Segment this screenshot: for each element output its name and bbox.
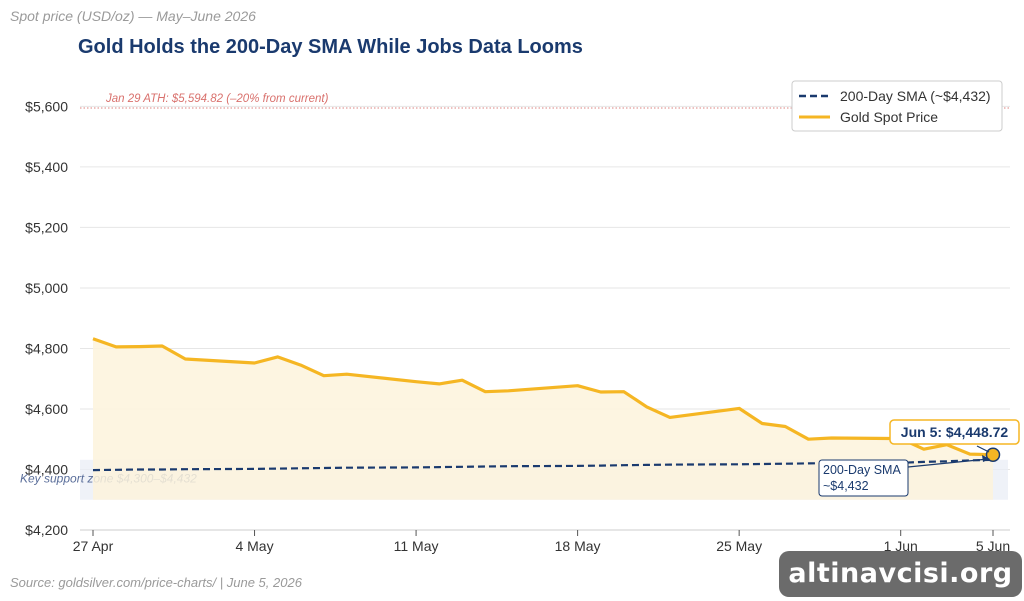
sma-callout-line1: 200-Day SMA [823,463,901,477]
y-tick-label: $4,200 [25,522,68,538]
x-axis: 27 Apr 4 May 11 May 18 May 25 May 1 Jun 5 Jun [73,530,1010,554]
last-price-marker [985,447,1001,462]
last-price-callout-label: Jun 5: $4,448.72 [901,424,1009,440]
sma-callout-arrowhead [982,455,990,462]
y-tick-label: $5,000 [25,280,68,296]
x-tick-label: 4 May [235,538,273,554]
x-tick-label: 27 Apr [73,538,114,554]
legend-box [791,80,1003,132]
y-tick-label: $5,400 [25,159,68,175]
y-tick-label: $4,600 [25,401,68,417]
sma-callout-arrow [907,458,989,468]
x-tick-label: 25 May [716,538,762,554]
y-tick-label: $5,600 [25,98,68,114]
gold-series-line [92,337,994,457]
y-axis: $4,200 $4,400 $4,600 $4,800 $5,000 $5,200 $5,4… [25,98,68,538]
y-tick-label: $4,800 [25,340,68,356]
x-tick-label: 5 Jun [976,538,1010,554]
y-tick-label: $5,200 [25,219,68,235]
last-price-callout-box [889,419,1020,445]
source-note: Source: goldsilver.com/price-charts/ | J… [10,575,303,590]
sma-callout-line2: ~$4,432 [823,479,869,493]
watermark-logo: altinavcisi.org [779,551,1022,597]
x-tick-label: 18 May [555,538,601,554]
ath-label: Jan 29 ATH: $5,594.82 (–20% from current… [105,93,329,105]
last-price-callout-arrow [976,445,990,453]
legend-gold-label: Gold Spot Price [840,109,938,125]
x-tick-label: 11 May [394,538,439,554]
legend-sma-label: 200-Day SMA (~$4,432) [840,88,991,104]
chart-subtitle: Spot price (USD/oz) — May–June 2026 [10,8,256,24]
y-tick-label: $4,400 [25,461,68,477]
gold-area-fill [93,338,993,500]
gold-data-points [985,447,1001,462]
sma-callout-box [818,459,909,497]
chart-title: Gold Holds the 200-Day SMA While Jobs Da… [78,36,583,58]
x-tick-label: 1 Jun [884,538,918,554]
